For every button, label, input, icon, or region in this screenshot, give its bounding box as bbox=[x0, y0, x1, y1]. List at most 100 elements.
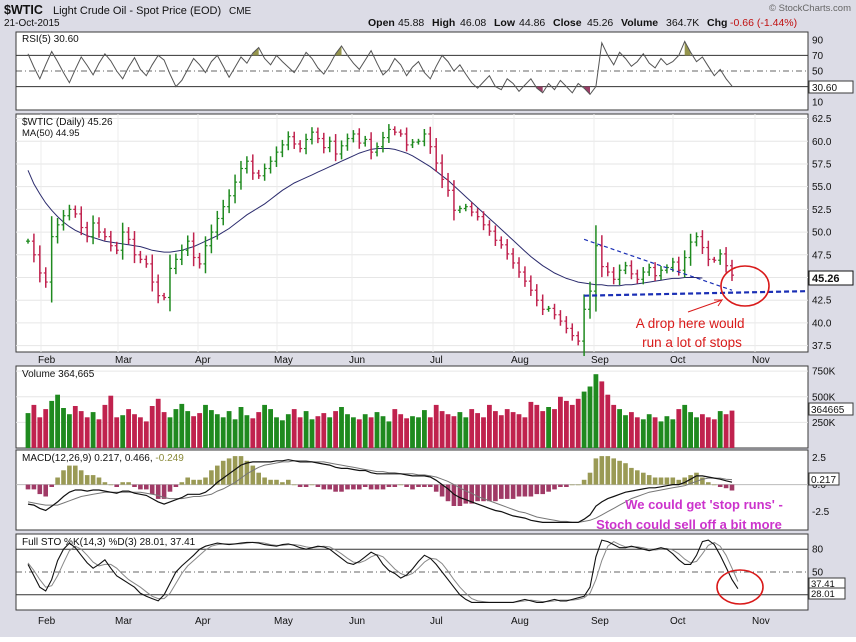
symbol-title: $WTIC bbox=[4, 3, 43, 17]
volume-bar-49 bbox=[315, 416, 321, 448]
volume-bar-85 bbox=[528, 401, 534, 448]
volume-bar-109 bbox=[670, 419, 676, 448]
volume-bar-104 bbox=[640, 419, 646, 448]
macd-histogram-bar-21 bbox=[149, 484, 155, 495]
macd-histogram-bar-97 bbox=[599, 456, 605, 485]
volume-bar-90 bbox=[558, 396, 563, 449]
macd-histogram-bar-94 bbox=[581, 479, 587, 485]
volume-bar-1 bbox=[31, 404, 37, 448]
volume-bar-21 bbox=[149, 406, 155, 448]
macd-histogram-bar-19 bbox=[138, 484, 143, 490]
volume-bar-12 bbox=[96, 419, 102, 448]
macd-histogram-bar-88 bbox=[546, 484, 551, 492]
rsi-title: RSI(5) 30.60 bbox=[22, 34, 79, 45]
volume-bar-75 bbox=[469, 409, 475, 448]
macd-histogram-bar-66 bbox=[416, 484, 421, 487]
volume-bar-76 bbox=[475, 413, 480, 448]
volume-bar-16 bbox=[120, 415, 126, 448]
macd-histogram-bar-41 bbox=[268, 479, 273, 485]
volume-bar-55 bbox=[351, 417, 356, 449]
volume-bar-34 bbox=[226, 411, 232, 448]
macd-histogram-bar-117 bbox=[717, 484, 723, 487]
volume-bar-95 bbox=[587, 386, 593, 448]
high-label: High bbox=[432, 17, 455, 29]
volume-bar-0 bbox=[25, 413, 31, 448]
volume-bar-65 bbox=[410, 416, 415, 448]
macd-histogram-bar-63 bbox=[398, 484, 403, 486]
macd-histogram-bar-28 bbox=[191, 479, 196, 485]
price-tag-bg bbox=[808, 270, 854, 286]
volume-bar-29 bbox=[197, 413, 202, 448]
macd-histogram-bar-108 bbox=[664, 477, 670, 485]
volume-bar-103 bbox=[634, 417, 640, 449]
rsi-tick-10: 10 bbox=[812, 98, 824, 109]
sto-xtick-Oct: Oct bbox=[670, 616, 686, 627]
macd-histogram-bar-91 bbox=[564, 484, 569, 487]
volume-bar-35 bbox=[232, 419, 238, 448]
price-tick-60.0: 60.0 bbox=[812, 137, 832, 148]
volume-bar-23 bbox=[161, 412, 167, 448]
price-tick-37.5: 37.5 bbox=[812, 341, 832, 352]
volume-bar-97 bbox=[599, 381, 605, 448]
volume-bar-77 bbox=[481, 417, 486, 449]
volume-bar-112 bbox=[688, 412, 693, 448]
volume-bar-102 bbox=[629, 412, 634, 448]
macd-title-main: MACD(12,26,9) 0.217, 0.466, bbox=[22, 453, 155, 464]
macd-histogram-bar-74 bbox=[463, 484, 469, 504]
macd-histogram-bar-70 bbox=[439, 484, 445, 497]
ma50-legend: MA(50) 44.95 bbox=[22, 128, 80, 139]
macd-histogram-bar-113 bbox=[694, 472, 699, 485]
volume-bar-17 bbox=[126, 409, 131, 448]
volume-bar-72 bbox=[451, 416, 457, 448]
low-value: 44.86 bbox=[519, 17, 545, 29]
volume-bar-22 bbox=[155, 398, 161, 448]
volume-bar-52 bbox=[333, 411, 338, 448]
price-xtick-Sep: Sep bbox=[591, 355, 609, 366]
high-value: 46.08 bbox=[460, 17, 486, 29]
exchange-label: CME bbox=[229, 6, 252, 17]
macd-histogram-bar-61 bbox=[386, 484, 392, 487]
macd-histogram-bar-96 bbox=[593, 458, 599, 485]
volume-bar-44 bbox=[285, 414, 291, 448]
trendline-support bbox=[584, 290, 809, 297]
volume-bar-48 bbox=[309, 419, 315, 448]
volume-bar-64 bbox=[404, 418, 409, 448]
rsi-panel: RSI(5) 30.60 9070503010 30.60 bbox=[15, 31, 854, 111]
volume-bar-106 bbox=[652, 417, 658, 449]
volume-bar-92 bbox=[569, 404, 575, 448]
sto-tag-k-bg bbox=[808, 587, 846, 600]
price-tick-40.0: 40.0 bbox=[812, 318, 832, 329]
sto-tick-80: 80 bbox=[812, 545, 824, 556]
price-xtick-Feb: Feb bbox=[38, 355, 56, 366]
macd-histogram-bar-69 bbox=[433, 484, 439, 492]
volume-bar-86 bbox=[534, 404, 540, 448]
volume-bar-46 bbox=[297, 417, 303, 449]
volume-bar-100 bbox=[617, 409, 622, 448]
volume-bar-115 bbox=[705, 417, 711, 449]
macd-histogram-bar-8 bbox=[73, 465, 78, 485]
price-tick-57.5: 57.5 bbox=[812, 160, 832, 171]
open-value: 45.88 bbox=[398, 17, 424, 29]
macd-histogram-bar-116 bbox=[712, 484, 717, 486]
volume-tag-bg bbox=[808, 402, 854, 416]
volume-bar-61 bbox=[386, 421, 392, 448]
trendline-resistance bbox=[583, 238, 733, 291]
macd-histogram-bar-54 bbox=[345, 484, 350, 490]
close-value: 45.26 bbox=[587, 17, 613, 29]
macd-histogram-bar-86 bbox=[534, 484, 540, 495]
volume-bar-91 bbox=[564, 400, 569, 448]
volume-bar-58 bbox=[368, 417, 374, 449]
macd-panel-frame bbox=[15, 449, 809, 531]
macd-histogram-bar-38 bbox=[250, 465, 256, 485]
macd-histogram-bar-105 bbox=[646, 475, 652, 485]
price-tick-62.5: 62.5 bbox=[812, 114, 832, 125]
volume-bar-39 bbox=[256, 412, 262, 448]
macd-tick-2.5: 2.5 bbox=[812, 453, 826, 464]
sto-k-line bbox=[27, 539, 739, 603]
volume-bar-2 bbox=[37, 417, 43, 449]
macd-histogram-bar-18 bbox=[132, 484, 137, 487]
sto-tag-d: 37.41 bbox=[811, 579, 835, 590]
volume-bar-37 bbox=[244, 415, 250, 448]
macd-histogram-bar-72 bbox=[451, 484, 457, 506]
